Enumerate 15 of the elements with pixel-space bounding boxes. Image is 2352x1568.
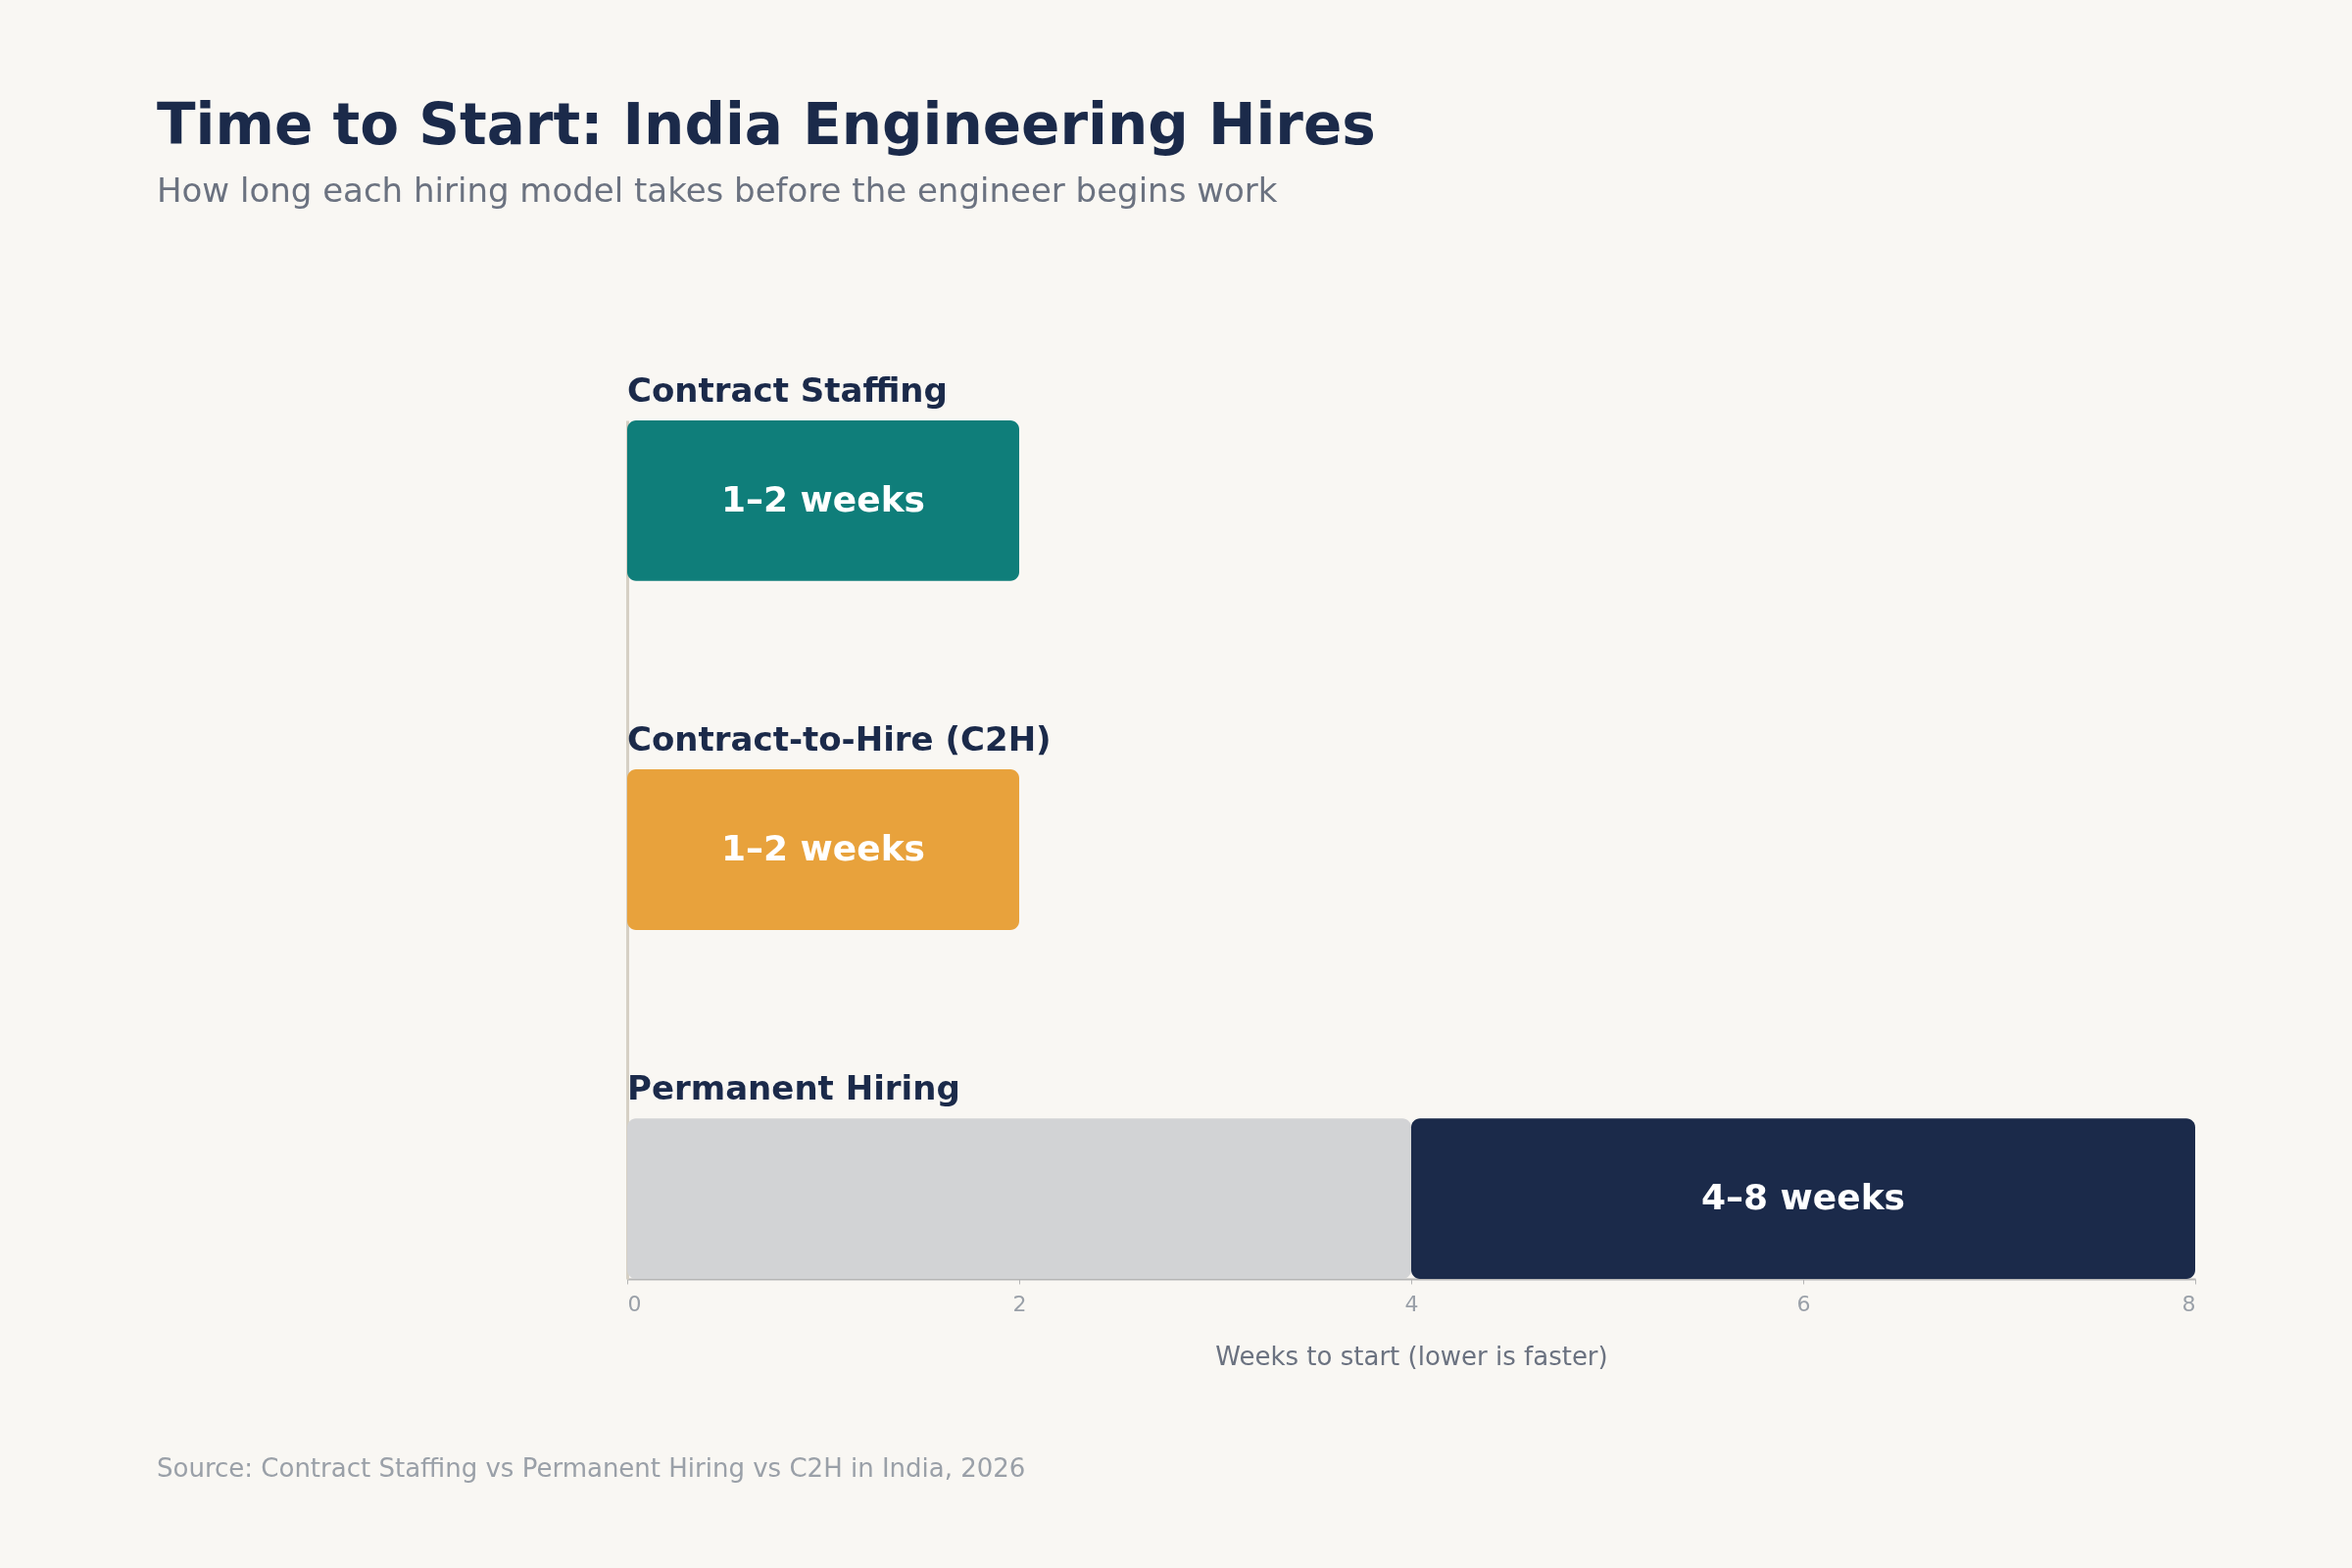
chart-title: Time to Start: India Engineering Hires xyxy=(157,90,1376,158)
x-tick-label: 0 xyxy=(627,1291,642,1316)
text: 4–8 weeks xyxy=(1700,1177,1906,1218)
y-tick-label: Contract Staffing xyxy=(627,369,948,410)
text: 1–2 weeks xyxy=(720,828,926,868)
x-axis-title: Weeks to start (lower is faster) xyxy=(1215,1341,1608,1371)
text: 1–2 weeks xyxy=(720,478,926,519)
y-tick-label: Permanent Hiring xyxy=(627,1068,960,1108)
source-note: Source: Contract Staffing vs Permanent Hiring vs C2H in India, 2026 xyxy=(157,1453,1026,1483)
x-tick-label: 4 xyxy=(1404,1291,1419,1316)
x-tick-label: 2 xyxy=(1012,1291,1027,1316)
chart-subtitle: How long each hiring model takes before the engineer begins work xyxy=(157,170,1278,210)
y-tick-label: Contract-to-Hire (C2H) xyxy=(627,719,1052,759)
x-tick-label: 8 xyxy=(2181,1291,2196,1316)
x-tick-label: 6 xyxy=(1796,1291,1811,1316)
